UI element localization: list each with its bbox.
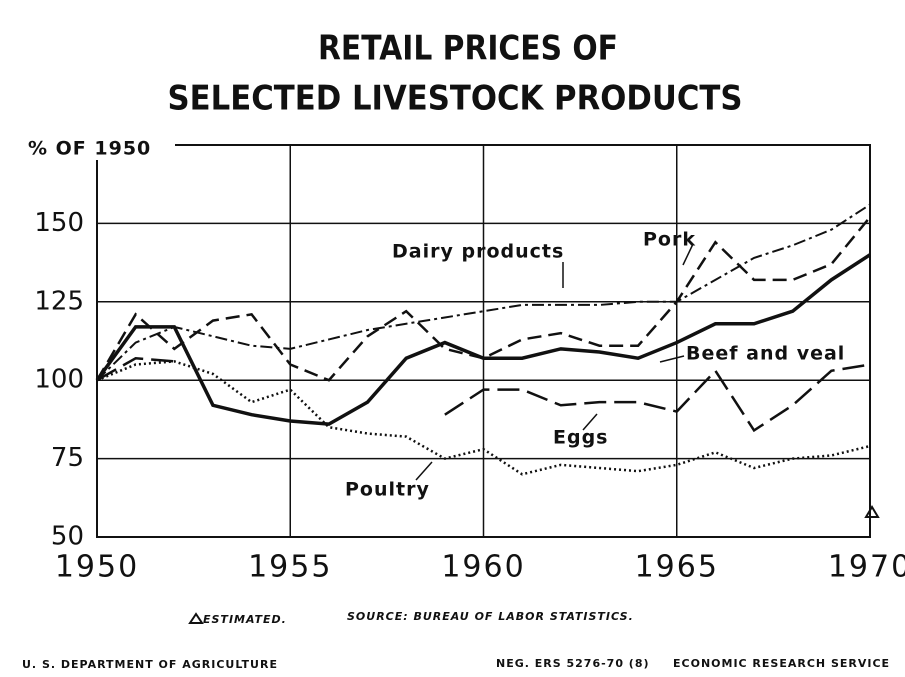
series-label: Eggs — [553, 427, 609, 449]
x-tick-label: 1950 — [55, 550, 139, 585]
leader-line — [659, 355, 685, 363]
leader-line — [582, 413, 598, 431]
series-label: Dairy products — [392, 241, 564, 263]
y-axis-label: % OF 1950 — [28, 138, 151, 160]
x-tick-label: 1970 — [828, 550, 905, 585]
footnote: SOURCE: BUREAU OF LABOR STATISTICS. — [347, 610, 634, 623]
y-tick-label: 100 — [34, 365, 84, 395]
leader-line — [682, 243, 694, 266]
y-tick-label: 125 — [34, 286, 84, 316]
leader-line — [415, 461, 433, 481]
label-backdrop — [25, 138, 175, 160]
series-line — [95, 216, 871, 382]
y-tick-label: 50 — [51, 522, 84, 552]
series-line — [96, 360, 871, 476]
x-tick-label: 1965 — [635, 550, 719, 585]
series-line — [96, 356, 871, 433]
estimate-icon — [188, 612, 204, 624]
chart-title: RETAIL PRICES OF — [318, 29, 618, 69]
x-tick-label: 1955 — [248, 550, 332, 585]
series-label: Pork — [643, 229, 696, 251]
estimate-marker — [864, 505, 880, 518]
series-label: Beef and veal — [686, 343, 845, 365]
series-line — [95, 253, 871, 426]
series-line — [96, 203, 871, 381]
series-label: Poultry — [345, 479, 430, 501]
footer: NEG. ERS 5276-70 (8) — [496, 657, 650, 670]
plot-frame — [96, 144, 871, 538]
footnote: ESTIMATED. — [203, 613, 287, 626]
chart-title: SELECTED LIVESTOCK PRODUCTS — [168, 79, 743, 119]
footer: ECONOMIC RESEARCH SERVICE — [673, 657, 890, 670]
x-tick-label: 1960 — [441, 550, 525, 585]
y-tick-label: 75 — [51, 443, 84, 473]
y-tick-label: 150 — [34, 208, 84, 238]
footer: U. S. DEPARTMENT OF AGRICULTURE — [22, 658, 278, 671]
